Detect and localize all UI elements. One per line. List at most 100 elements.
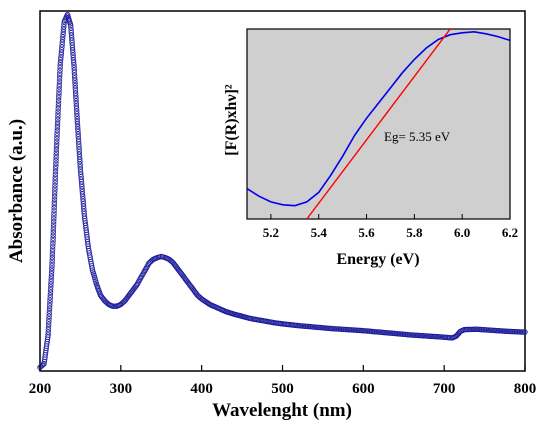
data-point-marker (58, 52, 64, 58)
data-point-marker (47, 303, 53, 309)
data-point-marker (72, 90, 79, 96)
data-point-marker (45, 332, 51, 338)
data-point-marker (56, 89, 62, 95)
data-point-marker (77, 159, 83, 165)
data-point-marker (54, 141, 60, 147)
data-point-marker (79, 183, 85, 190)
data-point-marker (52, 166, 59, 172)
data-point-marker (50, 238, 56, 244)
inset-x-ticks: 5.2 5.4 5.6 5.8 6.0 6.2 (263, 214, 518, 240)
data-point-marker (50, 235, 56, 241)
data-point-marker (58, 47, 65, 53)
data-point-marker (53, 149, 59, 155)
data-point-marker (47, 297, 53, 303)
data-point-marker (57, 59, 64, 66)
inset-x-tick-label: 6.0 (454, 225, 470, 240)
main-x-tick-label: 800 (514, 381, 537, 397)
data-point-marker (58, 54, 64, 61)
data-point-marker (74, 116, 80, 122)
data-point-marker (75, 131, 81, 137)
data-point-marker (50, 232, 56, 238)
data-point-marker (40, 362, 46, 368)
data-point-marker (58, 57, 64, 63)
tauc-fit-line (306, 29, 451, 219)
data-point-marker (78, 171, 84, 177)
data-point-marker (68, 30, 74, 36)
main-x-tick-label: 400 (190, 381, 213, 397)
data-point-marker (53, 160, 59, 166)
inset-data-series (247, 29, 510, 219)
data-point-marker (72, 80, 78, 86)
data-point-marker (75, 133, 81, 140)
data-point-marker (51, 215, 57, 222)
data-point-marker (55, 105, 61, 112)
data-point-marker (48, 276, 54, 282)
data-point-marker (57, 64, 63, 71)
main-x-tick-label: 700 (433, 381, 456, 397)
data-point-marker (54, 119, 61, 125)
data-point-marker (59, 39, 65, 45)
data-point-marker (53, 144, 60, 150)
data-point-marker (50, 221, 57, 227)
data-point-marker (47, 287, 54, 293)
data-point-marker (74, 118, 80, 125)
main-x-axis-title: Wavelenght (nm) (212, 400, 352, 421)
data-point-marker (70, 52, 76, 58)
data-point-marker (46, 321, 52, 327)
data-point-marker (71, 62, 77, 68)
data-point-marker (55, 114, 61, 120)
inset-x-tick-label: 6.2 (502, 225, 518, 240)
data-point-marker (48, 281, 54, 287)
data-point-marker (48, 279, 54, 285)
data-point-marker (53, 155, 59, 161)
data-point-marker (46, 305, 53, 311)
inset-x-axis-title: Energy (eV) (336, 251, 419, 268)
data-point-marker (71, 67, 77, 73)
data-point-marker (47, 295, 53, 301)
data-point-marker (73, 100, 79, 107)
data-point-marker (60, 31, 66, 38)
data-point-marker (47, 289, 54, 295)
data-point-marker (49, 263, 55, 269)
data-point-marker (50, 227, 57, 233)
data-point-marker (60, 34, 66, 40)
data-point-marker (52, 191, 58, 197)
data-point-marker (70, 49, 76, 56)
data-point-marker (51, 193, 58, 200)
data-point-marker (55, 108, 61, 115)
data-point-marker (74, 111, 80, 117)
data-point-marker (47, 300, 53, 306)
data-point-marker (56, 86, 62, 93)
data-point-marker (61, 24, 67, 30)
data-point-marker (76, 151, 83, 157)
main-x-tick-label: 600 (352, 381, 375, 397)
data-point-marker (51, 213, 57, 219)
inset-x-tick-label: 5.8 (406, 225, 423, 240)
data-point-marker (46, 313, 52, 319)
bandgap-annotation: Eg= 5.35 eV (384, 129, 451, 144)
data-point-marker (54, 130, 60, 136)
main-y-axis-title: Absorbance (a.u.) (6, 119, 27, 263)
data-point-marker (61, 21, 67, 27)
data-point-marker (56, 84, 62, 90)
data-point-marker (45, 324, 52, 330)
data-point-marker (46, 316, 52, 322)
data-point-marker (52, 177, 58, 183)
data-point-marker (49, 251, 56, 258)
data-point-marker (55, 100, 62, 106)
data-point-marker (56, 78, 63, 85)
data-point-marker (45, 329, 51, 335)
data-point-marker (57, 67, 63, 74)
data-point-marker (46, 311, 52, 317)
data-point-marker (72, 77, 78, 84)
data-point-marker (71, 72, 78, 78)
data-point-marker (75, 136, 82, 142)
data-point-marker (54, 122, 61, 128)
data-point-marker (54, 124, 61, 131)
data-point-marker (51, 199, 58, 205)
data-point-marker (56, 81, 63, 87)
data-point-marker (49, 260, 55, 266)
data-point-marker (73, 103, 80, 109)
data-point-marker (73, 108, 80, 114)
